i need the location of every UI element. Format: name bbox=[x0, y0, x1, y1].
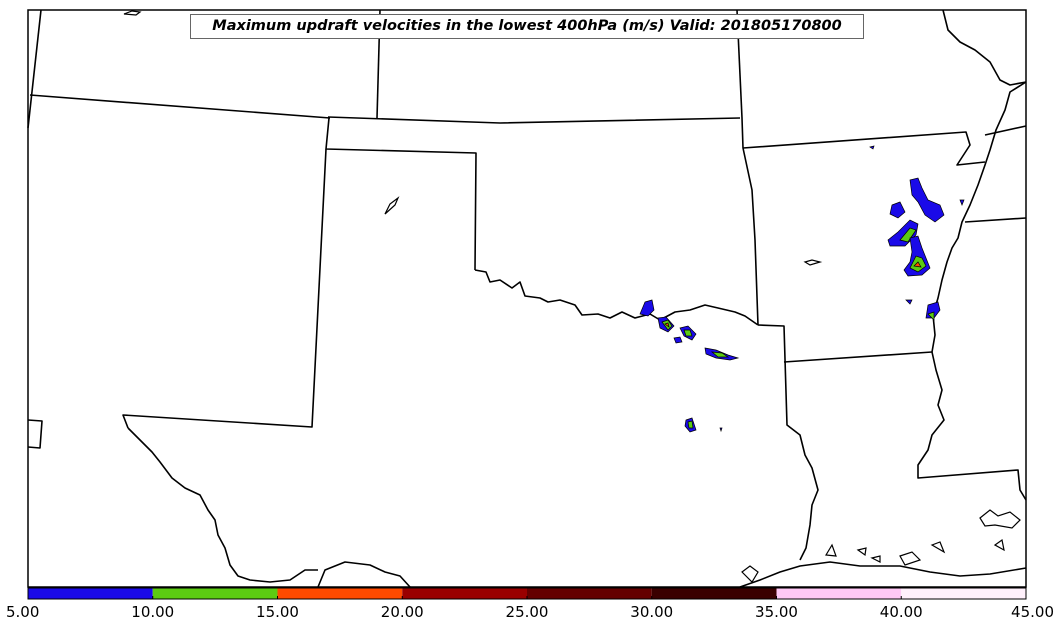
colorbar-tick-label: 10.00 bbox=[131, 603, 175, 621]
colorbar-tick-label: 20.00 bbox=[380, 603, 424, 621]
colorbar-bin-4 bbox=[527, 588, 652, 599]
colorbar-bin-6 bbox=[776, 588, 902, 599]
colorbar-tick-label: 5.00 bbox=[6, 603, 40, 621]
map-title: Maximum updraft velocities in the lowest… bbox=[190, 14, 864, 39]
colorbar-tick-label: 35.00 bbox=[755, 603, 798, 621]
colorbar-tick-label: 30.00 bbox=[630, 603, 674, 621]
colorbar-bin-3 bbox=[402, 588, 527, 599]
coastal-islands bbox=[123, 10, 1021, 583]
colorbar-tick-label: 45.00 bbox=[1011, 603, 1054, 621]
colorbar-bin-2 bbox=[277, 588, 403, 599]
updraft-cells bbox=[639, 145, 965, 433]
colorbar-bin-5 bbox=[651, 588, 777, 599]
map-plot-border bbox=[27, 9, 1027, 588]
colorbar-bin-1 bbox=[152, 588, 278, 599]
colorbar bbox=[27, 587, 1027, 600]
colorbar-tick-label: 25.00 bbox=[505, 603, 549, 621]
colorbar-bin-0 bbox=[28, 588, 153, 599]
state-boundaries bbox=[27, 9, 1027, 588]
colorbar-bin-7 bbox=[901, 588, 1026, 599]
colorbar-tick-label: 40.00 bbox=[879, 603, 923, 621]
colorbar-tick-label: 15.00 bbox=[256, 603, 299, 621]
